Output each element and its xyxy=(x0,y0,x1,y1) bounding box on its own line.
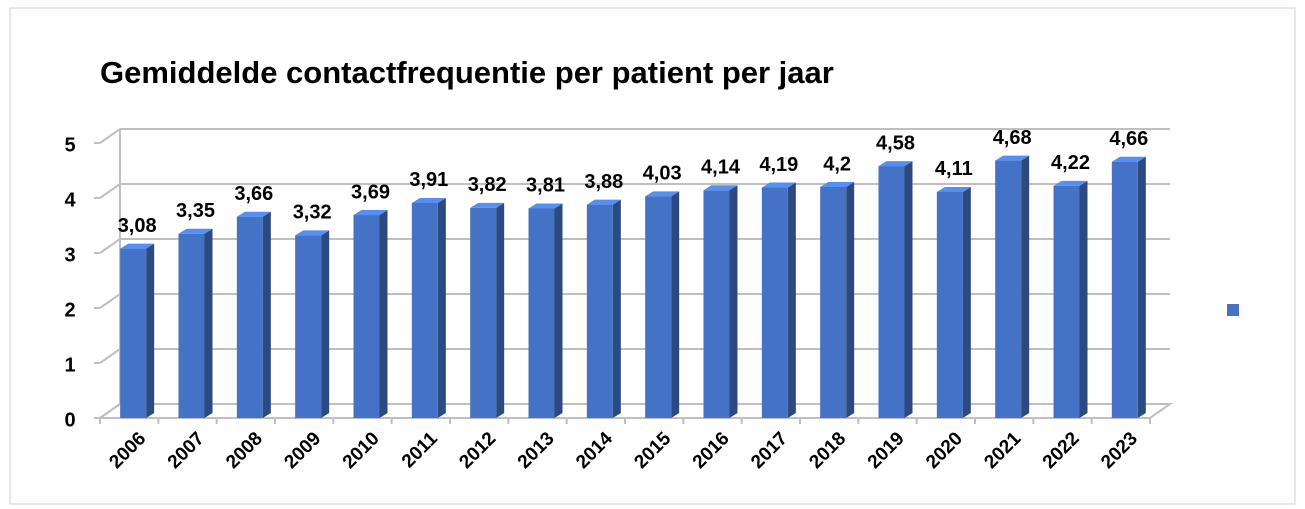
bar-top xyxy=(178,228,213,234)
bar-top xyxy=(353,210,388,216)
bar-side xyxy=(904,161,913,418)
y-tick-label: 0 xyxy=(64,409,75,431)
bar-top xyxy=(528,203,563,209)
bar xyxy=(936,191,963,418)
bar xyxy=(178,233,205,418)
bar-side xyxy=(1021,155,1030,418)
bar-top xyxy=(1053,180,1088,186)
data-label: 3,32 xyxy=(293,202,332,224)
grid-line xyxy=(99,183,121,199)
data-label: 3,81 xyxy=(526,175,565,197)
bar-side xyxy=(146,243,155,418)
bar-top xyxy=(470,202,505,208)
data-label: 4,2 xyxy=(823,153,851,175)
bar xyxy=(528,208,555,418)
bar-side xyxy=(321,230,330,418)
grid-line xyxy=(99,403,121,419)
bar xyxy=(1053,185,1080,418)
grid-line xyxy=(99,128,121,144)
data-label: 3,66 xyxy=(234,183,273,205)
y-tick-label: 1 xyxy=(64,354,75,376)
bar xyxy=(878,166,905,418)
bar-top xyxy=(1111,156,1146,162)
bar-top xyxy=(236,211,271,217)
bar xyxy=(353,215,380,418)
data-label: 4,14 xyxy=(701,157,741,179)
grid-line xyxy=(99,293,121,309)
bar-side xyxy=(612,199,621,418)
bar xyxy=(995,160,1022,418)
chart-title: Gemiddelde contactfrequentie per patient… xyxy=(100,55,834,90)
bar xyxy=(295,235,322,418)
data-label: 4,58 xyxy=(876,132,915,154)
bar-side xyxy=(554,203,563,418)
bar-top xyxy=(645,191,680,197)
bar xyxy=(470,207,497,418)
bar xyxy=(820,187,847,418)
grid-line xyxy=(99,348,121,364)
grid-line xyxy=(99,238,121,254)
data-label: 4,11 xyxy=(935,158,973,180)
bar-side xyxy=(496,202,505,418)
data-label: 3,82 xyxy=(468,174,507,196)
data-label: 4,22 xyxy=(1051,152,1090,174)
bar xyxy=(236,216,263,418)
bar-top xyxy=(120,243,155,249)
bar xyxy=(1111,161,1138,418)
data-label: 3,88 xyxy=(584,171,623,193)
y-tick-label: 4 xyxy=(64,189,76,211)
bar-top xyxy=(820,182,855,187)
bar-top xyxy=(703,185,738,191)
data-label: 4,03 xyxy=(643,163,682,185)
bar-side xyxy=(671,191,680,418)
bar xyxy=(586,204,613,418)
bar-top xyxy=(878,161,913,167)
bar-side xyxy=(379,210,388,418)
data-label: 4,19 xyxy=(759,154,798,176)
bar-side xyxy=(846,182,855,418)
bar-side xyxy=(1079,180,1088,418)
bar-top xyxy=(411,197,446,203)
legend-marker xyxy=(1227,304,1239,316)
y-tick-label: 2 xyxy=(64,299,75,321)
bar-top xyxy=(295,230,330,236)
bar xyxy=(411,202,438,418)
data-label: 4,68 xyxy=(993,127,1032,149)
bar-top xyxy=(995,155,1030,161)
bar xyxy=(120,248,147,418)
bar-side xyxy=(437,197,446,418)
bar-side xyxy=(729,185,738,418)
bar xyxy=(645,196,672,418)
bar xyxy=(703,190,730,418)
data-label: 3,91 xyxy=(409,169,448,191)
data-label: 3,08 xyxy=(118,215,157,237)
bar-top xyxy=(761,182,796,188)
bar-top xyxy=(936,186,971,192)
bar xyxy=(761,187,788,418)
data-label: 4,66 xyxy=(1109,128,1148,150)
bar-side xyxy=(262,211,271,418)
data-label: 3,35 xyxy=(176,200,215,222)
bar-side xyxy=(1137,156,1146,418)
data-label: 3,69 xyxy=(351,181,390,203)
bar-side xyxy=(787,182,796,418)
y-tick-label: 5 xyxy=(64,134,75,156)
bar-side xyxy=(204,228,213,418)
bar-side xyxy=(962,186,971,418)
bar-top xyxy=(586,199,621,205)
y-tick-label: 3 xyxy=(64,244,75,266)
